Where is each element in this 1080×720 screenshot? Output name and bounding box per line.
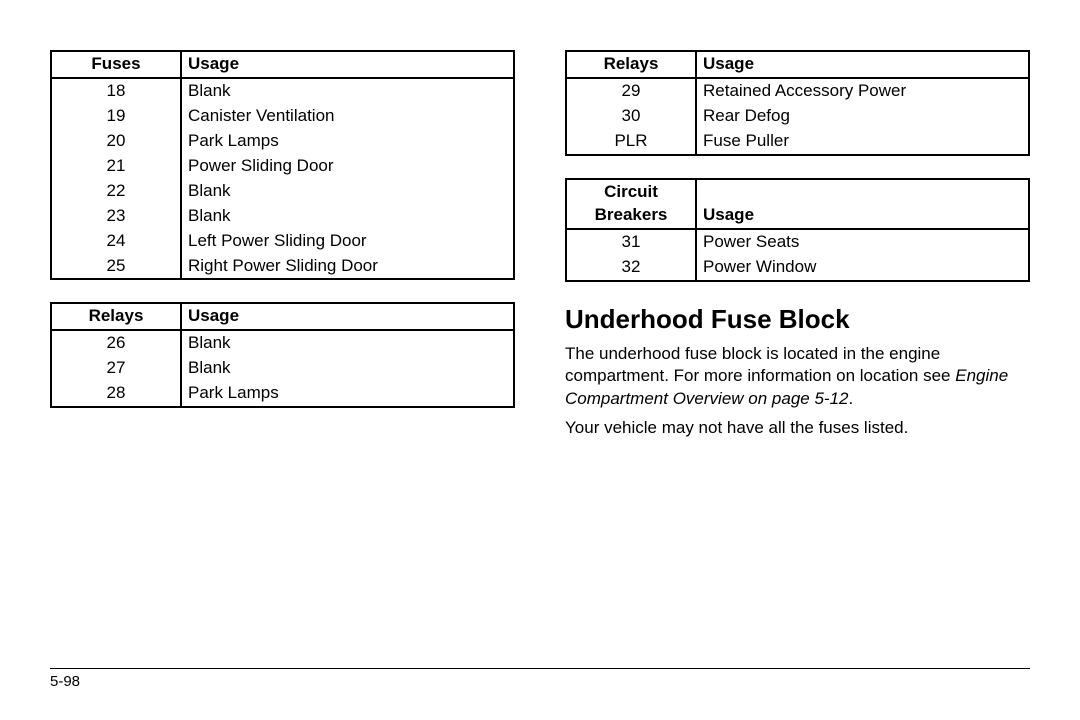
table-header-row: Relays Usage: [566, 51, 1029, 78]
two-column-layout: Fuses Usage 18Blank 19Canister Ventilati…: [50, 50, 1030, 446]
cell: 26: [51, 330, 181, 356]
table-header-row: Fuses Usage: [51, 51, 514, 78]
table-header-row: Relays Usage: [51, 303, 514, 330]
cell: 25: [51, 254, 181, 280]
fuses-table: Fuses Usage 18Blank 19Canister Ventilati…: [50, 50, 515, 280]
page-number: 5-98: [50, 673, 1030, 690]
relays-right-table: Relays Usage 29Retained Accessory Power …: [565, 50, 1030, 156]
cell: 23: [51, 204, 181, 229]
table-row: 32Power Window: [566, 255, 1029, 281]
cell: Canister Ventilation: [181, 104, 514, 129]
cell: Power Seats: [696, 229, 1029, 255]
relays-right-header-col1: Relays: [566, 51, 696, 78]
table-row: 19Canister Ventilation: [51, 104, 514, 129]
left-column: Fuses Usage 18Blank 19Canister Ventilati…: [50, 50, 515, 446]
table-row: 25Right Power Sliding Door: [51, 254, 514, 280]
cell: Fuse Puller: [696, 129, 1029, 155]
table-row: 20Park Lamps: [51, 129, 514, 154]
cell: Left Power Sliding Door: [181, 229, 514, 254]
cell: 20: [51, 129, 181, 154]
breakers-table: Circuit Breakers Usage 31Power Seats 32P…: [565, 178, 1030, 282]
footer-rule: [50, 668, 1030, 669]
table-header-row: Circuit Breakers Usage: [566, 179, 1029, 229]
table-row: 23Blank: [51, 204, 514, 229]
cell: PLR: [566, 129, 696, 155]
breakers-header-col2: Usage: [696, 179, 1029, 229]
cell: 21: [51, 154, 181, 179]
cell: Park Lamps: [181, 129, 514, 154]
cell: Power Window: [696, 255, 1029, 281]
breakers-header-line1: Circuit: [573, 181, 689, 204]
relays-left-header-col1: Relays: [51, 303, 181, 330]
breakers-header-line2: Breakers: [573, 204, 689, 227]
cell: 24: [51, 229, 181, 254]
cell: 29: [566, 78, 696, 104]
cell: Rear Defog: [696, 104, 1029, 129]
table-row: 24Left Power Sliding Door: [51, 229, 514, 254]
relays-left-table: Relays Usage 26Blank 27Blank 28Park Lamp…: [50, 302, 515, 408]
cell: 28: [51, 381, 181, 407]
table-row: 21Power Sliding Door: [51, 154, 514, 179]
p1-text-c: .: [848, 389, 853, 408]
cell: Blank: [181, 179, 514, 204]
fuses-header-col2: Usage: [181, 51, 514, 78]
cell: Blank: [181, 356, 514, 381]
table-row: 29Retained Accessory Power: [566, 78, 1029, 104]
cell: 27: [51, 356, 181, 381]
cell: 32: [566, 255, 696, 281]
cell: Power Sliding Door: [181, 154, 514, 179]
cell: Park Lamps: [181, 381, 514, 407]
cell: 19: [51, 104, 181, 129]
table-row: 22Blank: [51, 179, 514, 204]
cell: Blank: [181, 78, 514, 104]
p1-text-a: The underhood fuse block is located in t…: [565, 344, 955, 386]
manual-page: Fuses Usage 18Blank 19Canister Ventilati…: [0, 0, 1080, 720]
table-row: 31Power Seats: [566, 229, 1029, 255]
table-row: 27Blank: [51, 356, 514, 381]
cell: Retained Accessory Power: [696, 78, 1029, 104]
cell: Blank: [181, 204, 514, 229]
relays-right-header-col2: Usage: [696, 51, 1029, 78]
cell: 31: [566, 229, 696, 255]
cell: 30: [566, 104, 696, 129]
table-row: PLRFuse Puller: [566, 129, 1029, 155]
cell: Right Power Sliding Door: [181, 254, 514, 280]
table-row: 30Rear Defog: [566, 104, 1029, 129]
page-footer: 5-98: [50, 668, 1030, 690]
table-row: 28Park Lamps: [51, 381, 514, 407]
section-heading: Underhood Fuse Block: [565, 304, 1030, 335]
section-paragraph-2: Your vehicle may not have all the fuses …: [565, 417, 1030, 440]
cell: 18: [51, 78, 181, 104]
relays-left-header-col2: Usage: [181, 303, 514, 330]
breakers-header-col1: Circuit Breakers: [566, 179, 696, 229]
fuses-header-col1: Fuses: [51, 51, 181, 78]
right-column: Relays Usage 29Retained Accessory Power …: [565, 50, 1030, 446]
cell: Blank: [181, 330, 514, 356]
table-row: 26Blank: [51, 330, 514, 356]
cell: 22: [51, 179, 181, 204]
section-paragraph-1: The underhood fuse block is located in t…: [565, 343, 1030, 412]
table-row: 18Blank: [51, 78, 514, 104]
